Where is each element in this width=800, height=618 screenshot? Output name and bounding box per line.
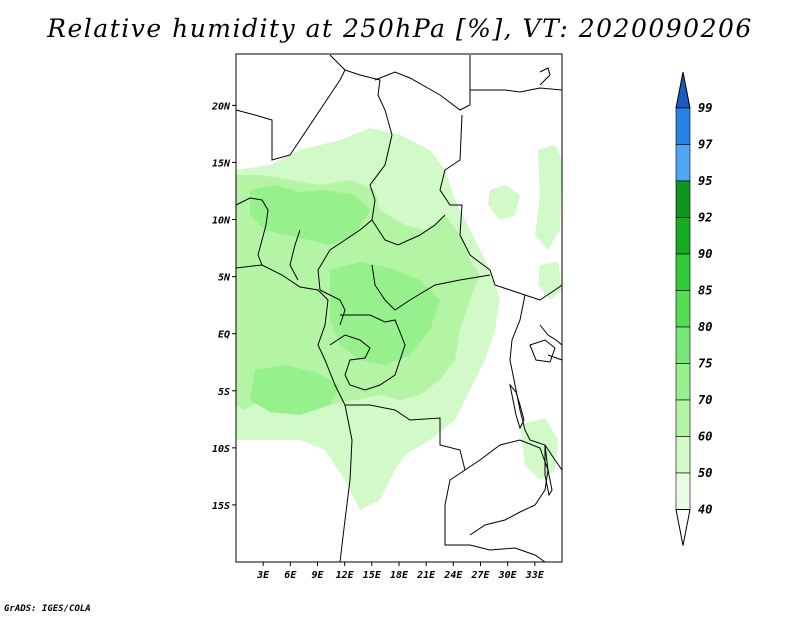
lat-tick-label: 20N <box>211 101 231 112</box>
border-egypt-libya <box>469 55 563 93</box>
lon-tick-label: 27E <box>470 570 490 581</box>
lat-tick-label: 5N <box>218 273 231 284</box>
colorbar-segment <box>675 290 691 328</box>
border-congo <box>329 314 406 391</box>
colorbar-label: 90 <box>698 247 712 261</box>
humidity-patch-east <box>488 185 520 220</box>
lon-tick-label: 33E <box>525 570 545 581</box>
border-north-1 <box>235 69 393 161</box>
border-chad <box>317 134 393 291</box>
humidity-shading <box>236 128 562 510</box>
colorbar-label: 97 <box>698 138 713 152</box>
lake-malawi <box>544 444 553 497</box>
humidity-patch-lakes <box>538 262 562 300</box>
lat-tick-label: 5S <box>218 387 230 398</box>
red-sea-coast <box>539 67 551 86</box>
colorbar-segment <box>675 107 691 145</box>
lon-tick-label: 18E <box>390 570 409 581</box>
lake-victoria <box>529 339 556 363</box>
colorbar: 99 97 95 92 90 85 80 75 70 60 50 40 <box>675 71 713 546</box>
colorbar-segment <box>675 253 691 291</box>
colorbar-segment <box>675 436 691 474</box>
border-east-africa <box>524 284 563 361</box>
colorbar-label: 99 <box>698 101 712 115</box>
chart-title: Relative humidity at 250hPa [%], VT: 202… <box>47 14 753 43</box>
border-angola <box>345 404 546 563</box>
coastline-gulf <box>235 197 269 266</box>
lat-tick-label: 15S <box>212 501 230 512</box>
lon-tick-label: 9E <box>311 570 324 581</box>
border-cameroon <box>289 229 346 326</box>
coastline-west <box>235 264 353 563</box>
colorbar-segment <box>675 399 691 437</box>
colorbar-label: 60 <box>698 430 712 444</box>
colorbar-segment <box>675 144 691 182</box>
longitude-axis: 3E 6E 9E 12E 15E 18E 21E 24E 27E 30E 33E <box>256 562 545 581</box>
lat-tick-label: EQ <box>218 330 230 341</box>
colorbar-segment <box>675 217 691 255</box>
lat-tick-label: 15N <box>212 158 231 169</box>
colorbar-label: 95 <box>698 174 712 188</box>
border-car <box>371 214 491 311</box>
lon-tick-label: 15E <box>363 570 382 581</box>
lon-tick-label: 3E <box>256 570 270 581</box>
country-borders <box>235 54 563 563</box>
lake-tanganyika <box>509 383 525 430</box>
lon-tick-label: 24E <box>443 570 463 581</box>
colorbar-label: 70 <box>698 393 712 407</box>
lon-tick-label: 21E <box>416 570 436 581</box>
border-sudan <box>439 114 526 296</box>
colorbar-top-arrow <box>675 71 691 109</box>
humidity-patch-southeast <box>520 418 558 480</box>
lon-tick-label: 30E <box>498 570 518 581</box>
colorbar-label: 80 <box>698 320 712 334</box>
border-north-2 <box>329 54 471 111</box>
colorbar-label: 92 <box>698 211 712 225</box>
colorbar-label: 40 <box>698 503 712 517</box>
latitude-axis: 20N 15N 10N 5N EQ 5S 10S 15S <box>211 101 236 512</box>
colorbar-bottom-arrow <box>675 509 691 546</box>
lat-tick-label: 10S <box>212 444 230 455</box>
colorbar-segment <box>675 363 691 401</box>
colorbar-segment <box>675 180 691 218</box>
border-drc-east <box>509 294 563 471</box>
colorbar-segment <box>675 326 691 364</box>
lat-tick-label: 10N <box>212 216 231 227</box>
humidity-patch-east-2 <box>535 145 562 250</box>
humidity-region-strong-south <box>250 365 340 415</box>
credit-label: GrADS: IGES/COLA <box>4 604 91 614</box>
colorbar-label: 75 <box>698 357 712 371</box>
colorbar-label: 85 <box>698 284 712 298</box>
lon-tick-label: 6E <box>284 570 297 581</box>
colorbar-segment <box>675 472 691 510</box>
lon-tick-label: 12E <box>336 570 355 581</box>
humidity-region-strong-north <box>250 185 370 245</box>
colorbar-label: 50 <box>698 466 712 480</box>
